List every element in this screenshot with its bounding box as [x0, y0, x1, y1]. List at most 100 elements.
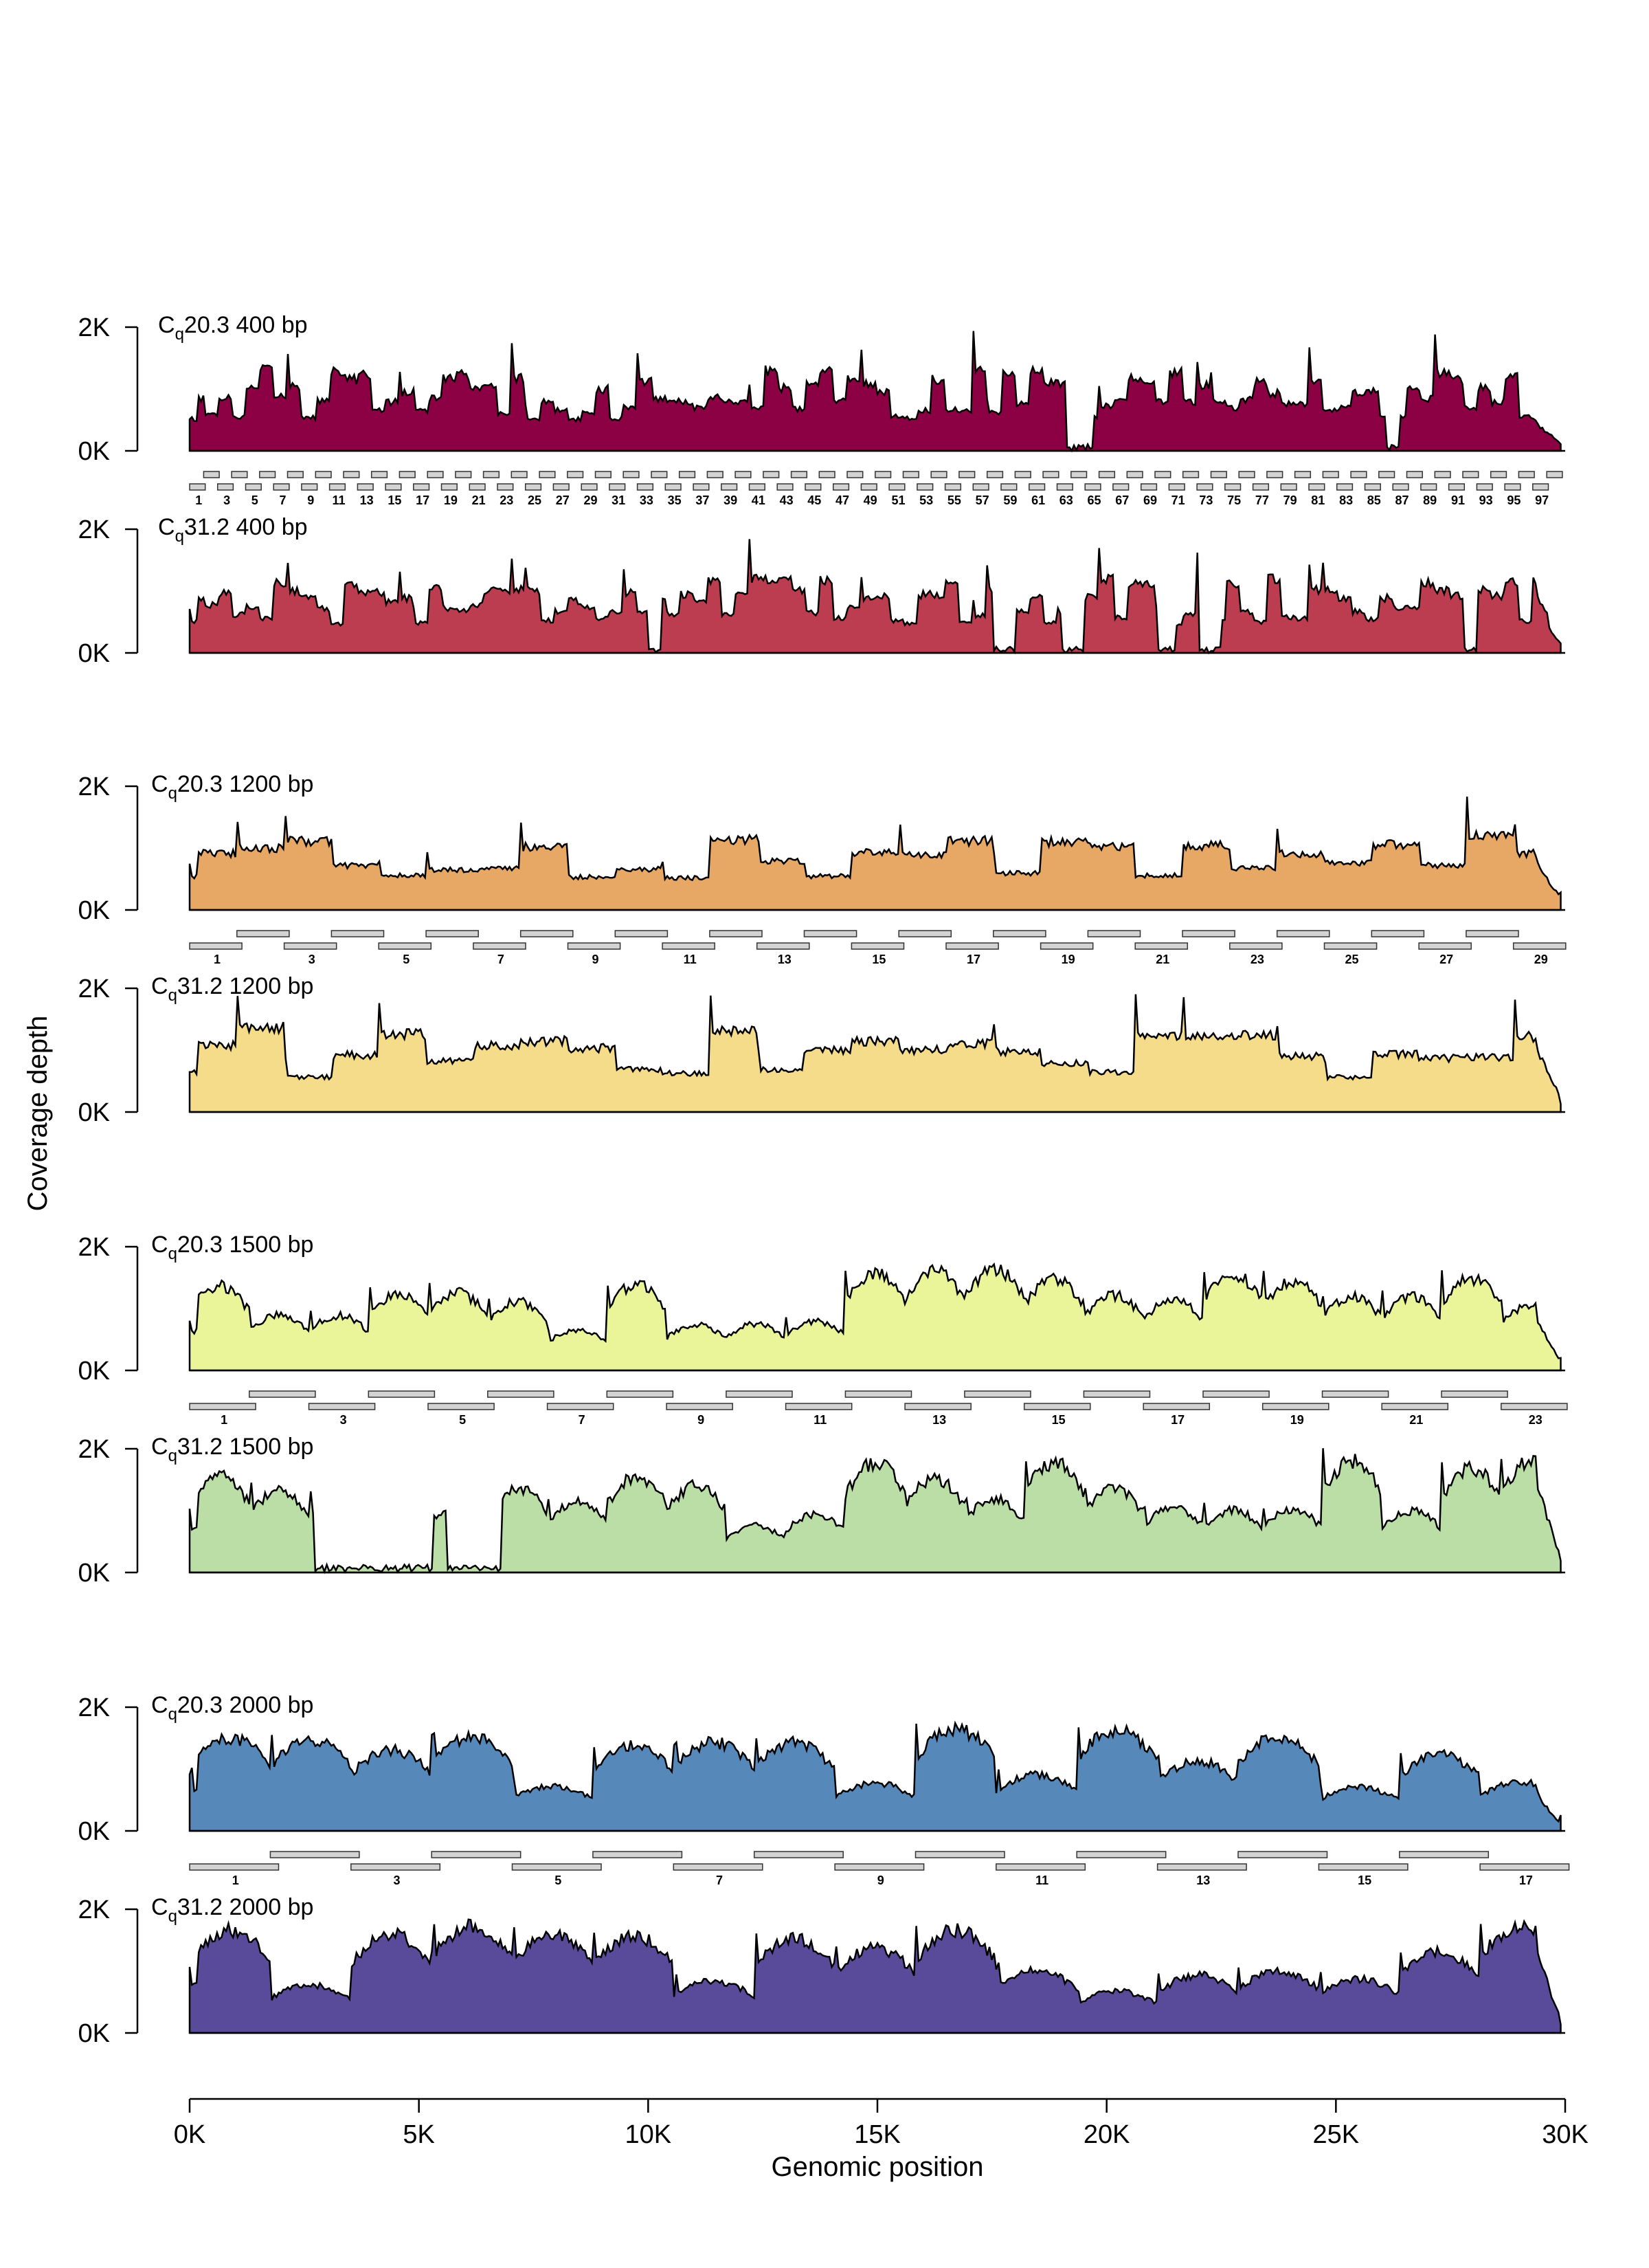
amplicon-bar: [427, 471, 444, 478]
coverage-panel: 0K 2K Cq20.3 1500 bp: [78, 1232, 1565, 1386]
amplicon-bar: [269, 1851, 360, 1858]
amplicon-bar: [546, 1403, 614, 1410]
amplicon-bar: [259, 471, 276, 478]
amplicon-bar: [425, 930, 479, 937]
coverage-area: [188, 1918, 1562, 2034]
amplicon-bar: [944, 483, 962, 491]
amplicon-bar: [609, 483, 626, 491]
amplicon-bar: [378, 942, 432, 950]
amplicon-bar: [1418, 942, 1472, 950]
amplicon-bar: [1134, 942, 1189, 950]
amplicon-tracks: 1 3 5 7 9 11 13 15 17 19 21 23 25 27 29 31 33 35 37 39 41 43 4…: [189, 471, 1570, 1887]
panel-label: Cq20.3 2000 bp: [151, 1692, 313, 1724]
amplicon-label: 63: [1059, 493, 1073, 507]
amplicon-bar: [1392, 483, 1409, 491]
amplicon-bar: [1070, 471, 1088, 478]
amplicon-bar: [473, 942, 526, 950]
amplicon-label: 23: [1529, 1413, 1543, 1427]
amplicon-track: 1 3 5 7 9 11 13 15 17: [189, 1851, 1570, 1887]
amplicon-label: 9: [307, 493, 314, 507]
amplicon-bar: [357, 483, 374, 491]
amplicon-bar: [497, 483, 514, 491]
amplicon-label: 39: [723, 493, 737, 507]
y-tick-label: 0K: [78, 1357, 110, 1386]
amplicon-bar: [803, 930, 857, 937]
amplicon-label: 9: [592, 953, 598, 966]
amplicon-label: 27: [1439, 953, 1453, 966]
amplicon-bar: [1238, 471, 1255, 478]
amplicon-bar: [818, 471, 835, 478]
coverage-area: [188, 1262, 1562, 1372]
panel-label: Cq20.3 1200 bp: [151, 771, 313, 803]
x-axis: 0K 5K 10K 15K 20K 25K 30K: [174, 2098, 1589, 2149]
amplicon-label: 7: [279, 493, 286, 507]
amplicon-label: 15: [872, 953, 886, 966]
amplicon-bar: [315, 471, 332, 478]
amplicon-bar: [1406, 471, 1423, 478]
x-tick-label: 0K: [174, 2120, 205, 2149]
amplicon-bar: [189, 483, 206, 491]
amplicon-label: 21: [1156, 953, 1169, 966]
coverage-area: [188, 331, 1562, 453]
amplicon-label: 67: [1115, 493, 1129, 507]
amplicon-bar: [1434, 471, 1451, 478]
amplicon-bar: [898, 930, 952, 937]
amplicon-label: 73: [1199, 493, 1213, 507]
amplicon-label: 1: [195, 493, 202, 507]
amplicon-bar: [1371, 930, 1425, 937]
amplicon-bar: [581, 483, 598, 491]
amplicon-label: 81: [1311, 493, 1325, 507]
amplicon-bar: [1532, 483, 1549, 491]
coverage-panel: 0K 2K Cq20.3 400 bp: [78, 312, 1565, 466]
amplicon-bar: [673, 1863, 763, 1871]
amplicon-track: 1 3 5 7 9 11 13 15 17 19 21 23 25 27 29: [189, 930, 1567, 966]
amplicon-bar: [552, 483, 570, 491]
amplicon-label: 51: [891, 493, 905, 507]
amplicon-bar: [1076, 1851, 1167, 1858]
amplicon-bar: [709, 930, 763, 937]
panel-label: Cq31.2 1500 bp: [151, 1434, 313, 1465]
amplicon-bar: [273, 483, 290, 491]
amplicon-bar: [651, 471, 668, 478]
y-tick-label: 0K: [78, 639, 110, 668]
amplicon-bar: [440, 483, 458, 491]
amplicon-bar: [539, 471, 556, 478]
amplicon-bar: [763, 471, 780, 478]
amplicon-label: 7: [716, 1874, 723, 1887]
amplicon-label: 33: [640, 493, 653, 507]
amplicon-bar: [1126, 471, 1143, 478]
amplicon-label: 21: [472, 493, 486, 507]
amplicon-bar: [1294, 471, 1312, 478]
y-tick-label: 0K: [78, 1098, 110, 1127]
amplicon-bar: [1308, 483, 1325, 491]
amplicon-label: 13: [778, 953, 792, 966]
amplicon-label: 43: [780, 493, 794, 507]
amplicon-label: 19: [1290, 1413, 1304, 1427]
amplicon-bar: [748, 483, 765, 491]
amplicon-label: 35: [668, 493, 682, 507]
amplicon-bar: [1182, 471, 1200, 478]
amplicon-label: 13: [932, 1413, 946, 1427]
y-tick-label: 2K: [78, 772, 110, 801]
amplicon-label: 1: [214, 953, 221, 966]
amplicon-label: 79: [1283, 493, 1297, 507]
coverage-panel: 0K 2K Cq31.2 400 bp: [78, 514, 1565, 668]
y-tick-label: 2K: [78, 1895, 110, 1924]
amplicon-bar: [1000, 483, 1018, 491]
amplicon-bar: [1280, 483, 1297, 491]
amplicon-label: 89: [1423, 493, 1437, 507]
amplicon-label: 83: [1339, 493, 1353, 507]
amplicon-bar: [902, 471, 919, 478]
panel-label: Cq31.2 2000 bp: [151, 1894, 313, 1926]
amplicon-bar: [482, 471, 500, 478]
amplicon-label: 15: [388, 493, 401, 507]
coverage-panel: 0K 2K Cq31.2 2000 bp: [78, 1894, 1565, 2048]
amplicon-bar: [1140, 483, 1158, 491]
amplicon-bar: [1476, 483, 1493, 491]
amplicon-label: 11: [684, 953, 697, 966]
amplicon-bar: [1083, 1390, 1151, 1398]
amplicon-bar: [1399, 1851, 1490, 1858]
amplicon-bar: [1154, 471, 1171, 478]
amplicon-label: 5: [251, 493, 258, 507]
amplicon-bar: [1441, 1390, 1508, 1398]
